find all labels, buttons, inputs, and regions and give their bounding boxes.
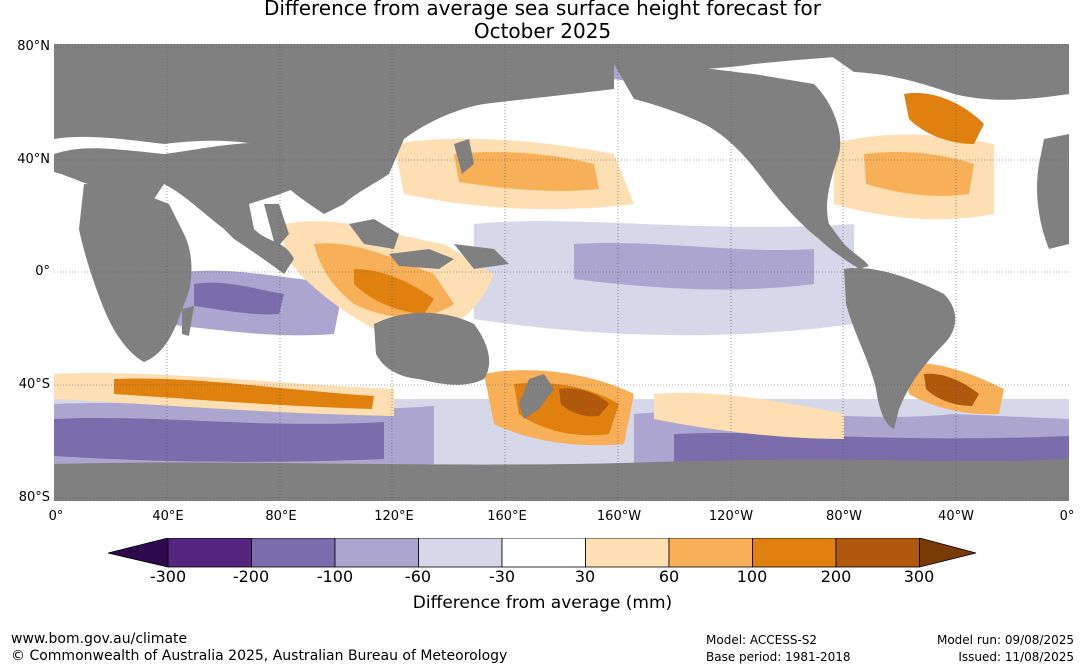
lon-label-160w: 160°W — [596, 509, 642, 524]
southern-indian-strong-positive — [114, 378, 374, 409]
colorbar-bin-2 — [251, 538, 336, 568]
colorbar-tick: 100 — [736, 567, 768, 586]
colorbar-tick: -60 — [404, 567, 432, 586]
africa-north-land — [54, 142, 304, 274]
colorbar-bin-7 — [668, 538, 753, 568]
lat-label-80s: 80°S — [18, 490, 50, 505]
central-pacific-negative — [574, 242, 814, 290]
footer-dates: Model run: 09/08/2025 Issued: 11/08/2025 — [937, 632, 1074, 666]
colorbar-high-extend — [919, 538, 977, 568]
colorbar-bin-3 — [334, 538, 419, 568]
sea-height-map — [54, 44, 1069, 501]
north-america-land — [614, 62, 869, 270]
antarctica-land — [54, 459, 1069, 501]
colorbar-tick: 30 — [574, 567, 596, 586]
colorbar-bin-4 — [418, 538, 503, 568]
japan-land — [454, 139, 474, 174]
new-guinea-land — [454, 244, 509, 269]
colorbar-low-extend — [108, 538, 169, 568]
africa-land — [79, 184, 192, 362]
footer-issued: Issued: 11/08/2025 — [958, 650, 1074, 664]
footer-model-info: Model: ACCESS-S2 Base period: 1981-2018 — [706, 632, 851, 666]
australia-land — [374, 312, 490, 385]
colorbar-tick: 200 — [820, 567, 852, 586]
land-masses — [54, 44, 1069, 501]
anomaly-field — [54, 44, 1069, 499]
new-zealand-land — [519, 374, 554, 419]
labrador-positive — [904, 93, 984, 144]
colorbar-tick: -300 — [149, 567, 187, 586]
colorbar-bin-6 — [585, 538, 670, 568]
gulf-stream-positive — [864, 152, 974, 196]
indian-ocean-strong-negative — [194, 282, 284, 315]
colorbar-tick: 300 — [903, 567, 935, 586]
south-pacific-positive — [654, 392, 844, 439]
colorbar — [108, 538, 977, 568]
colorbar-bin-9 — [835, 538, 920, 568]
footer-base-period: Base period: 1981-2018 — [706, 650, 851, 664]
footer-model-run: Model run: 09/08/2025 — [936, 633, 1074, 647]
madagascar-land — [182, 306, 194, 336]
colorbar-label: Difference from average (mm) — [412, 593, 673, 613]
colorbar-tick: -200 — [232, 567, 270, 586]
lon-label-40w: 40°W — [938, 509, 974, 524]
colorbar-tick: -30 — [488, 567, 516, 586]
india-land — [264, 204, 289, 249]
footer-credits: www.bom.gov.au/climate © Commonwealth of… — [11, 631, 507, 665]
lon-label-120w: 120°W — [708, 509, 754, 524]
new-zealand-peak-positive — [559, 388, 609, 417]
lon-label-80e: 80°E — [265, 509, 297, 524]
lat-label-equator: 0° — [35, 264, 50, 279]
greenland-arctic-land — [814, 44, 1069, 100]
colorbar-tick: 60 — [658, 567, 680, 586]
map-svg — [54, 44, 1069, 501]
lat-label-80n: 80°N — [17, 39, 50, 54]
lon-label-120e: 120°E — [374, 509, 414, 524]
lon-label-0: 0° — [48, 509, 64, 524]
lon-label-0-end: 0° — [1059, 509, 1075, 524]
lon-label-160e: 160°E — [487, 509, 527, 524]
colorbar-tick: -100 — [316, 567, 354, 586]
title-line-1: Difference from average sea surface heig… — [263, 0, 822, 20]
lon-label-80w: 80°W — [826, 509, 862, 524]
colorbar-bin-1 — [167, 538, 252, 568]
lon-label-40e: 40°E — [152, 509, 184, 524]
maritime-continent-strong-positive — [354, 269, 434, 314]
lat-label-40s: 40°S — [18, 377, 50, 392]
title-line-2: October 2025 — [473, 19, 612, 43]
footer-copyright: © Commonwealth of Australia 2025, Austra… — [11, 648, 508, 664]
lat-label-40n: 40°N — [17, 152, 50, 167]
brazil-malvinas-positive — [924, 373, 979, 406]
map-title: Difference from average sea surface heig… — [0, 0, 1085, 43]
southeast-asia-land — [349, 219, 399, 249]
south-america-land — [844, 268, 956, 429]
indonesia-land — [389, 249, 454, 269]
graticule — [54, 44, 1069, 501]
europe-west-africa-land — [1037, 134, 1069, 249]
southern-indian-strong-negative — [54, 417, 384, 462]
footer-model: Model: ACCESS-S2 — [706, 633, 818, 647]
colorbar-bin-5 — [501, 538, 586, 568]
footer-url: www.bom.gov.au/climate — [11, 631, 188, 647]
eurasia-land — [54, 44, 1069, 214]
colorbar-bin-8 — [752, 538, 837, 568]
kuroshio-positive — [454, 152, 599, 192]
